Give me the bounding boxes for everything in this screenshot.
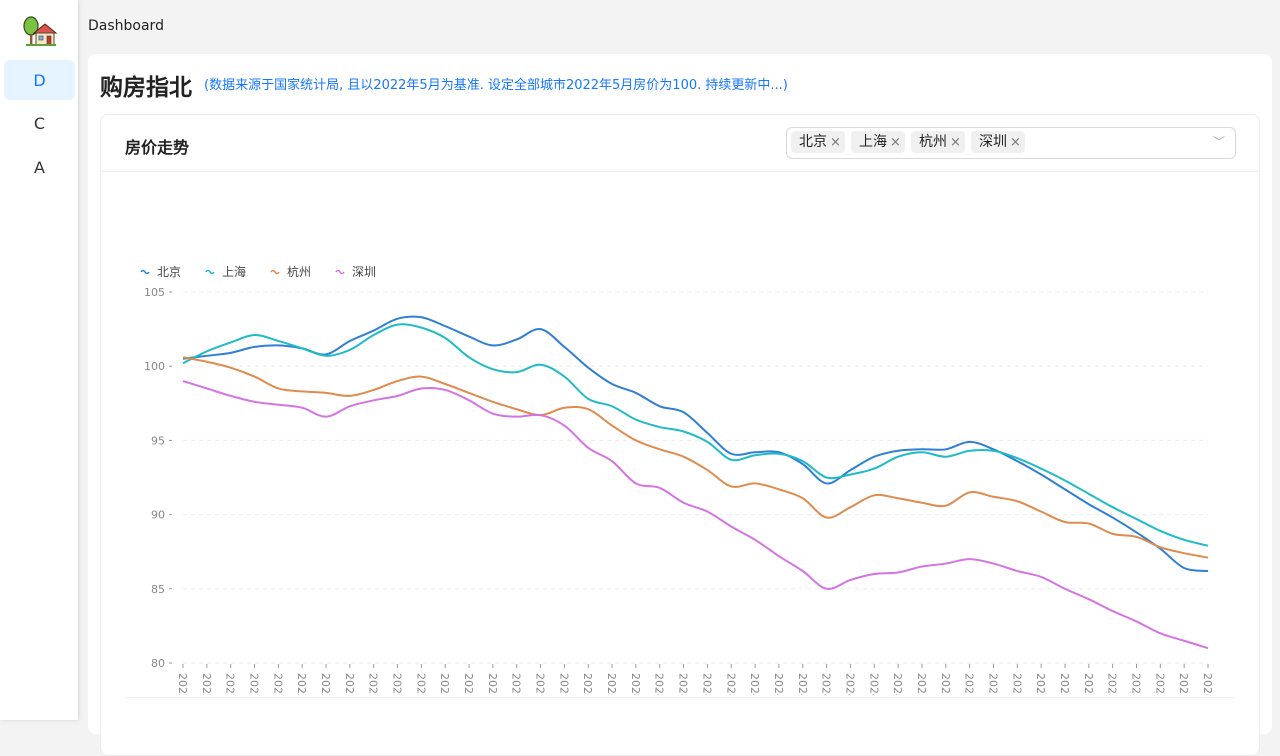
x-tick-label: 202406 [748, 673, 761, 695]
x-tick-label: 202210 [271, 673, 284, 695]
x-tick-label: 202212 [319, 673, 332, 695]
x-tick-label: 202405 [724, 673, 737, 695]
y-tick-label: 85 [151, 583, 165, 596]
x-tick-label: 202508 [1082, 673, 1095, 695]
x-tick-label: 202408 [796, 673, 809, 695]
city-tag: 上海 × [851, 131, 905, 153]
sidebar-item-d[interactable]: D [4, 60, 75, 100]
y-tick-label: 80 [151, 657, 165, 670]
x-tick-label: 202307 [486, 673, 499, 695]
legend-marker [335, 269, 345, 275]
x-tick-label: 202208 [224, 673, 237, 695]
x-tick-label: 202206 [176, 673, 189, 695]
remove-tag-icon[interactable]: × [1010, 135, 1021, 150]
x-tick-label: 202504 [986, 673, 999, 695]
city-tag: 杭州 × [911, 131, 965, 153]
x-tick-label: 202502 [939, 673, 952, 695]
series-line-深圳 [182, 380, 1209, 650]
city-multi-select[interactable]: 北京 × 上海 × 杭州 × 深圳 × ﹀ [786, 127, 1236, 159]
x-tick-label: 202309 [534, 673, 547, 695]
series-line-杭州 [182, 356, 1209, 559]
card-title: 房价走势 [125, 138, 190, 157]
x-tick-label: 202505 [1010, 673, 1023, 695]
x-tick-label: 202409 [820, 673, 833, 695]
x-tick-label: 202509 [1106, 673, 1119, 695]
house-tree-logo-icon [23, 16, 58, 46]
card-divider [125, 697, 1235, 698]
legend-marker [270, 269, 280, 275]
y-tick-label: 100 [144, 360, 165, 373]
sidebar-item-a[interactable]: A [34, 157, 45, 177]
x-tick-label: 202601 [1201, 673, 1214, 695]
series-line-北京 [182, 315, 1209, 572]
x-tick-label: 202310 [557, 673, 570, 695]
x-tick-label: 202304 [414, 673, 427, 695]
city-tag: 深圳 × [971, 131, 1025, 153]
breadcrumb-dashboard: Dashboard [88, 18, 164, 34]
x-tick-label: 202407 [772, 673, 785, 695]
legend-label: 北京 [157, 265, 181, 279]
x-tick-label: 202403 [677, 673, 690, 695]
remove-tag-icon[interactable]: × [830, 135, 841, 150]
x-tick-label: 202411 [867, 673, 880, 695]
city-tag-label: 杭州 [919, 134, 947, 150]
series-line-上海 [182, 323, 1209, 547]
remove-tag-icon[interactable]: × [890, 135, 901, 150]
price-trend-card: 房价走势 北京 × 上海 × 杭州 × 深圳 × ﹀ 80 85 90 95 100 105 202… [100, 114, 1260, 756]
x-tick-label: 202501 [915, 673, 928, 695]
x-tick-label: 202511 [1153, 673, 1166, 695]
x-tick-label: 202507 [1058, 673, 1071, 695]
city-tag-label: 北京 [799, 134, 827, 150]
x-tick-label: 202506 [1034, 673, 1047, 695]
legend-label: 深圳 [352, 265, 376, 279]
x-tick-label: 202302 [367, 673, 380, 695]
page-subtitle: (数据来源于国家统计局, 且以2022年5月为基准. 设定全部城市2022年5月… [204, 78, 788, 93]
city-tag: 北京 × [791, 131, 845, 153]
y-tick-label: 95 [151, 434, 165, 447]
y-tick-label: 90 [151, 509, 165, 522]
chart-legend: 北京 上海 杭州 深圳 [140, 264, 376, 279]
chart-axes: 80 85 90 95 100 105 202206 202207 202208 202209 20… [144, 286, 1214, 695]
sidebar: D C A [0, 0, 78, 720]
city-tag-label: 上海 [859, 134, 887, 150]
price-trend-chart: 80 85 90 95 100 105 202206 202207 202208 202209 20… [140, 264, 1214, 695]
legend-marker [205, 269, 215, 275]
x-tick-label: 202311 [581, 673, 594, 695]
remove-tag-icon[interactable]: × [950, 135, 961, 150]
x-tick-label: 202209 [248, 673, 261, 695]
page-title: 购房指北 [100, 75, 192, 101]
x-tick-label: 202402 [653, 673, 666, 695]
card-header: 房价走势 北京 × 上海 × 杭州 × 深圳 × ﹀ [101, 115, 1259, 172]
legend-label: 上海 [222, 264, 246, 279]
y-tick-label: 105 [144, 286, 165, 299]
x-tick-label: 202510 [1129, 673, 1142, 695]
chart-series [182, 315, 1209, 650]
legend-marker [140, 269, 150, 275]
x-tick-label: 202303 [391, 673, 404, 695]
x-tick-label: 202211 [295, 673, 308, 695]
x-tick-label: 202301 [343, 673, 356, 695]
x-tick-label: 202207 [200, 673, 213, 695]
x-tick-label: 202306 [462, 673, 475, 695]
x-tick-label: 202401 [629, 673, 642, 695]
x-tick-label: 202503 [963, 673, 976, 695]
x-tick-label: 202308 [510, 673, 523, 695]
city-tag-label: 深圳 [979, 134, 1007, 150]
x-tick-label: 202312 [605, 673, 618, 695]
sidebar-item-c[interactable]: C [33, 113, 46, 133]
x-tick-label: 202410 [843, 673, 856, 695]
legend-label: 杭州 [287, 264, 311, 279]
x-tick-label: 202305 [438, 673, 451, 695]
chevron-down-icon[interactable]: ﹀ [1212, 135, 1225, 149]
main-panel: 购房指北 (数据来源于国家统计局, 且以2022年5月为基准. 设定全部城市20… [88, 54, 1272, 756]
x-tick-label: 202412 [891, 673, 904, 695]
chart-grid [183, 291, 1208, 664]
x-tick-label: 202404 [700, 673, 713, 695]
x-tick-label: 202512 [1177, 673, 1190, 695]
